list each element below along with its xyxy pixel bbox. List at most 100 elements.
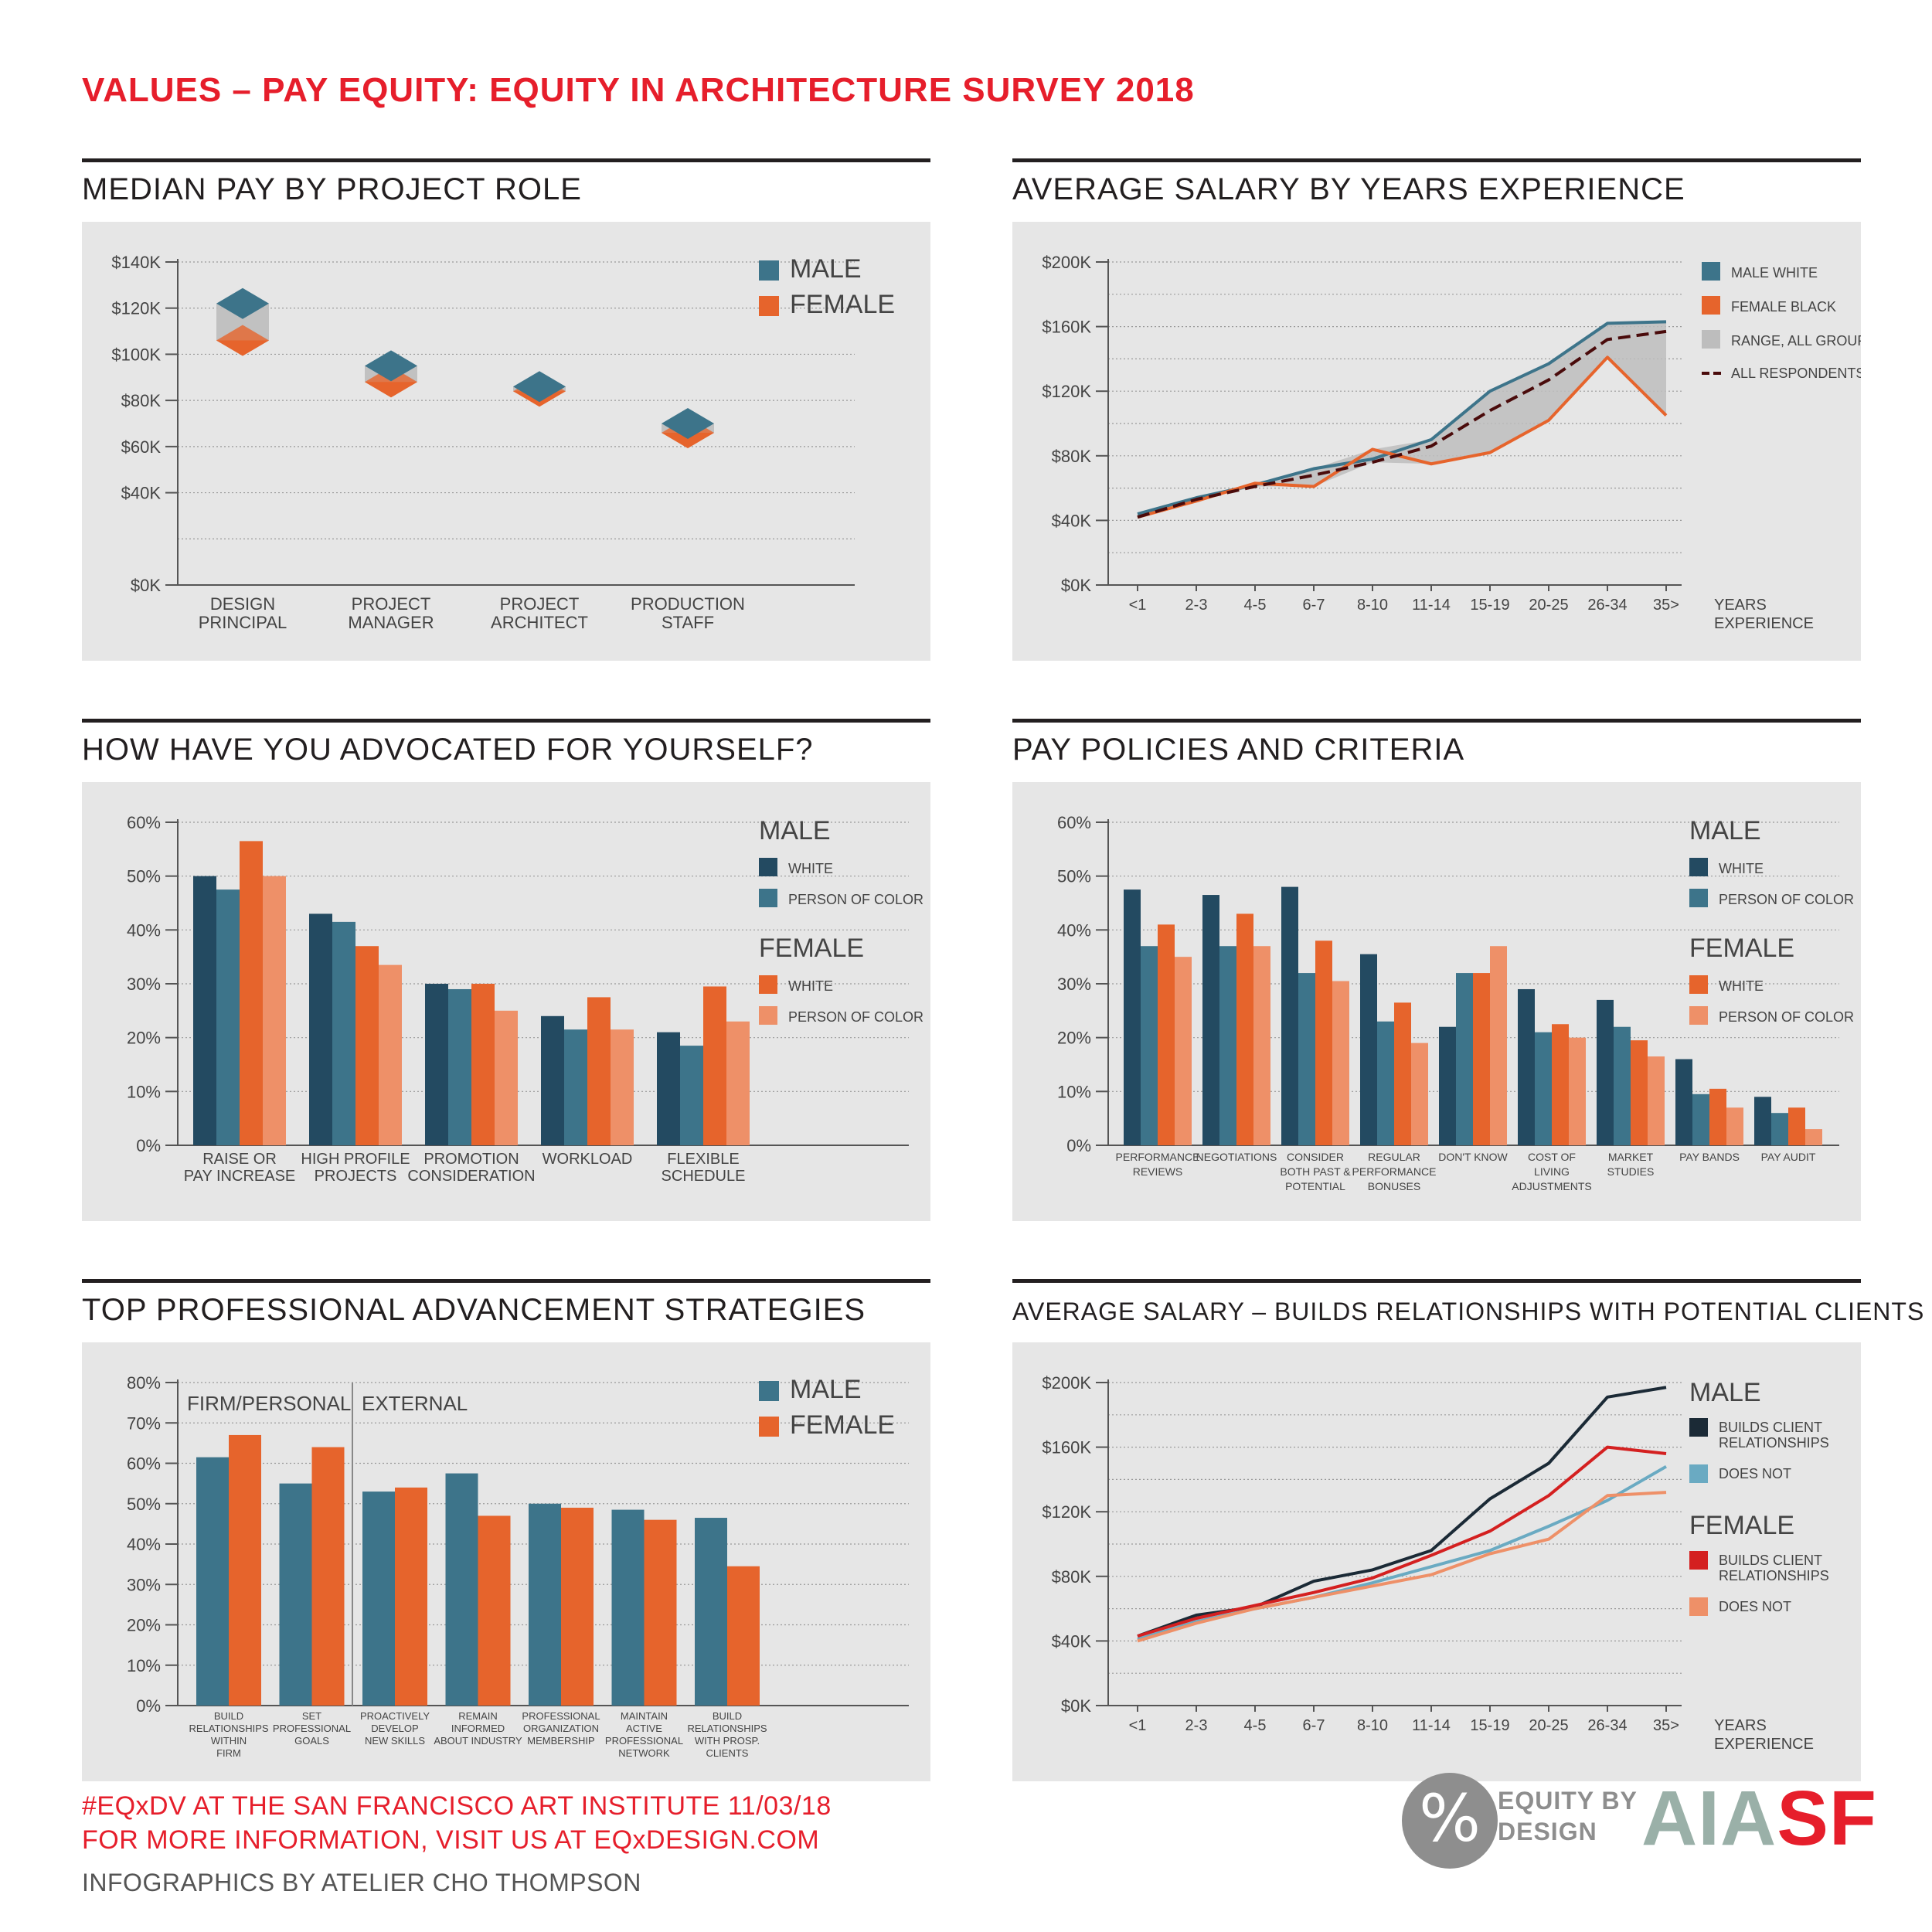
bar	[1456, 973, 1473, 1145]
section-title: MEDIAN PAY BY PROJECT ROLE	[82, 172, 582, 206]
legend-item-swatch	[1689, 858, 1708, 876]
x-tick-label: REVIEWS	[1133, 1165, 1183, 1178]
bar	[495, 1010, 518, 1145]
bar	[611, 1029, 634, 1145]
chart-panel: $0K $40K $60K $80K $100K $120K $140K DESIGN PRIN…	[82, 222, 930, 661]
x-tick-label: DEVELOP	[371, 1723, 418, 1734]
x-tick-label: 4-5	[1244, 1717, 1267, 1734]
strategies-chart: 0%10%20%30%40%50%60%70%80%BUILDRELATIONS…	[127, 1373, 909, 1759]
legend-item-swatch	[1689, 1551, 1708, 1570]
legend-item-swatch	[1689, 1464, 1708, 1483]
bar	[1552, 1024, 1569, 1145]
bar	[1709, 1088, 1726, 1145]
x-tick-label: WORKLOAD	[543, 1151, 633, 1168]
x-tick-label: HIGH PROFILE	[301, 1151, 410, 1168]
male-marker	[513, 371, 566, 403]
group-label-external: EXTERNAL	[362, 1392, 468, 1415]
bar	[196, 1457, 229, 1706]
x-tick-label: PROFESSIONAL	[273, 1723, 351, 1734]
bar	[193, 876, 216, 1145]
bar	[1236, 913, 1253, 1145]
bar	[1771, 1113, 1788, 1145]
range-band	[216, 303, 269, 341]
x-tick-label: POTENTIAL	[1285, 1180, 1345, 1192]
x-tick-label: INFORMED	[451, 1723, 505, 1734]
legend-all-label: ALL RESPONDENTS	[1731, 366, 1861, 381]
y-tick-label: 50%	[127, 1495, 161, 1514]
legend-item-label: DOES NOT	[1719, 1599, 1791, 1614]
bar	[1377, 1021, 1394, 1145]
x-tick-label: PERFORMANCE	[1352, 1165, 1437, 1178]
x-tick-label: 11-14	[1412, 1717, 1451, 1734]
legend-item-label: WHITE	[1719, 978, 1764, 994]
y-tick-label: 20%	[127, 1616, 161, 1635]
y-tick-label: 40%	[127, 1535, 161, 1554]
legend-item-label: PERSON OF COLOR	[788, 1009, 923, 1025]
series-line	[1137, 329, 1667, 519]
bar	[1754, 1097, 1771, 1145]
x-tick-label: 26-34	[1587, 1717, 1627, 1734]
bar	[1597, 999, 1614, 1145]
legend-male-white-label: MALE WHITE	[1731, 265, 1818, 281]
x-tick-label: FIRM	[216, 1747, 241, 1759]
x-tick-label: NEGOTIATIONS	[1196, 1151, 1277, 1163]
legend-male-label: MALE	[790, 254, 862, 284]
bar	[1253, 946, 1270, 1145]
x-tick-label: 2-3	[1185, 1717, 1208, 1734]
bar	[1518, 988, 1535, 1145]
section-rule	[82, 719, 930, 723]
y-tick-label: 20%	[1057, 1029, 1091, 1048]
x-tick-label: BUILD	[713, 1710, 742, 1722]
legend-item-swatch	[1689, 1597, 1708, 1616]
legend-item-label: WHITE	[788, 861, 833, 876]
x-tick-label: RELATIONSHIPS	[687, 1723, 767, 1734]
male-marker	[216, 287, 269, 319]
x-tick-label: 35>	[1653, 1717, 1679, 1734]
x-tick-label: MEMBERSHIP	[527, 1735, 594, 1747]
legend-group-title: MALE	[1689, 816, 1761, 845]
equity-line-1: EQUITY BY	[1498, 1787, 1638, 1815]
bar	[379, 964, 402, 1145]
x-tick-label: 20-25	[1529, 597, 1568, 614]
male-marker	[662, 408, 714, 439]
x-tick-label: PROJECTS	[315, 1168, 397, 1185]
y-tick-label: 0%	[1066, 1136, 1091, 1155]
x-tick-label: BOTH PAST &	[1280, 1165, 1351, 1178]
bar	[680, 1046, 703, 1145]
legend-item-swatch	[759, 858, 777, 876]
female-marker-lower	[216, 340, 269, 356]
x-tick-label: NETWORK	[618, 1747, 670, 1759]
x-tick-label: NEW SKILLS	[365, 1735, 425, 1747]
equity-by-design-wordmark: EQUITY BY DESIGN	[1498, 1785, 1638, 1847]
bar	[1219, 946, 1236, 1145]
bar	[1360, 954, 1377, 1145]
x-tick-label: BUILD	[214, 1710, 243, 1722]
bar	[1175, 957, 1192, 1145]
footer-website[interactable]: FOR MORE INFORMATION, VISIT US AT EQxDES…	[82, 1825, 820, 1855]
bar	[1158, 924, 1175, 1145]
x-tick-label: 8-10	[1357, 597, 1388, 614]
footer-credit: INFOGRAPHICS BY ATELIER CHO THOMPSON	[82, 1869, 641, 1896]
legend-female-label: FEMALE	[790, 1410, 895, 1440]
x-tick-label: <1	[1129, 1717, 1147, 1734]
x-tick-label: WITH PROSP.	[695, 1735, 760, 1747]
main-title: VALUES – PAY EQUITY: EQUITY IN ARCHITECT…	[82, 71, 1195, 109]
male-marker	[365, 350, 417, 382]
bar	[611, 1509, 645, 1706]
y-tick-label: $120K	[111, 299, 161, 318]
bar	[727, 1566, 760, 1706]
y-tick-label: 60%	[127, 1454, 161, 1474]
legend-item-label: DOES NOT	[1719, 1466, 1791, 1481]
x-tick-label: 8-10	[1357, 1717, 1388, 1734]
y-tick-label: $40K	[121, 484, 162, 503]
legend-female-black-swatch	[1702, 296, 1720, 315]
relationships-chart: $0K $40K $80K $120K $160K $200K <1 2-3 4-5 6-7 8-1…	[1042, 1373, 1828, 1753]
x-tick-label: 11-14	[1412, 597, 1451, 614]
x-tick-label: ABOUT INDUSTRY	[434, 1735, 522, 1747]
bar	[564, 1029, 587, 1145]
section-title: AVERAGE SALARY – BUILDS RELATIONSHIPS WI…	[1012, 1298, 1925, 1325]
bar	[471, 984, 495, 1145]
chart-panel: $0K $40K $80K $120K $160K $200K <1 2-3 4-5 6-7 8-1…	[1012, 222, 1861, 661]
section-strategies: TOP PROFESSIONAL ADVANCEMENT STRATEGIES …	[82, 1279, 930, 1781]
y-tick-label: $160K	[1042, 1438, 1091, 1458]
